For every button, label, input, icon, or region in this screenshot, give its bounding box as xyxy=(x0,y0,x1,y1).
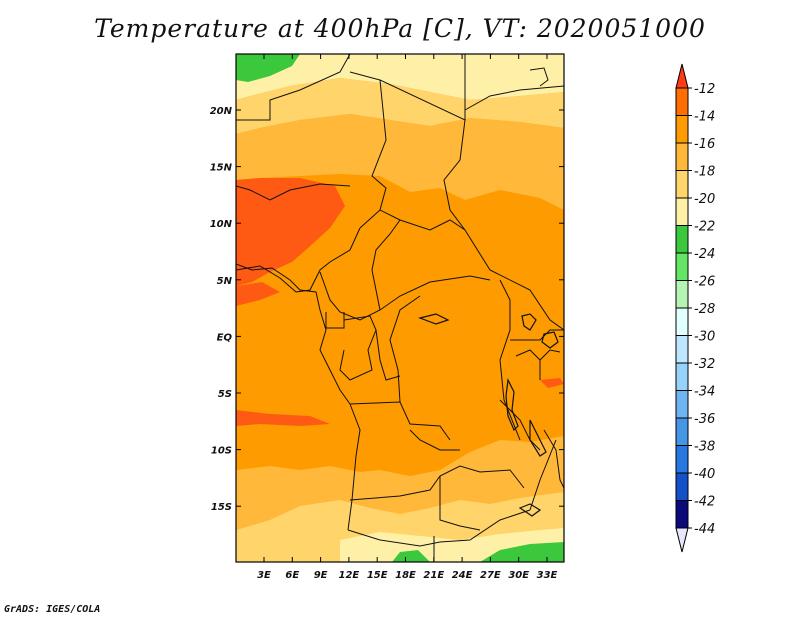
colorbar-label: -14 xyxy=(694,110,715,125)
lon-tick-label: 27E xyxy=(480,570,501,581)
colorbar-swatch xyxy=(675,142,689,171)
field-pale-north xyxy=(236,54,564,100)
colorbar-label: -20 xyxy=(694,192,715,207)
lon-tick-label: 33E xyxy=(537,570,558,581)
field-orange-north xyxy=(236,114,564,210)
lon-tick-label: 24E xyxy=(452,570,473,581)
colorbar-label: -40 xyxy=(694,467,715,482)
lon-tick-label: 15E xyxy=(367,570,388,581)
field-red-tongue xyxy=(236,282,280,306)
field-green-se xyxy=(480,542,564,562)
colorbar-label: -38 xyxy=(694,440,715,455)
field-green-nw xyxy=(236,54,300,82)
colorbar-swatch xyxy=(675,445,689,474)
colorbar-label: -28 xyxy=(694,302,715,317)
colorbar-swatch xyxy=(675,472,689,501)
colorbar-label: -42 xyxy=(694,495,715,510)
colorbar-label: -34 xyxy=(694,385,715,400)
lon-tick-label: 6E xyxy=(285,570,299,581)
colorbar-label: -22 xyxy=(694,220,715,235)
colorbar-top-arrow xyxy=(675,63,689,89)
field-green-sw xyxy=(392,550,430,562)
lakes xyxy=(417,313,559,517)
colorbar-label: -16 xyxy=(694,137,715,152)
colorbar-label: -26 xyxy=(694,275,715,290)
colorbar-label: -36 xyxy=(694,412,715,427)
lon-tick-label: 30E xyxy=(508,570,529,581)
lon-tick-label: 12E xyxy=(339,570,360,581)
field-red-south xyxy=(236,410,330,426)
colorbar-swatch xyxy=(675,197,689,226)
colorbar-swatch xyxy=(675,500,689,529)
colorbar-swatch xyxy=(675,87,689,116)
map-plot-area: 3E 6E 9E 12E 15E 18E 21E 24E 27E 30E 33E 20N 15N 10N… xyxy=(210,53,565,581)
colorbar-label: -44 xyxy=(694,522,715,537)
colorbar-swatch xyxy=(675,225,689,254)
map-title: Temperature at 400hPa [C], VT: 202005100… xyxy=(94,14,706,43)
lon-tick-label: 18E xyxy=(395,570,416,581)
country-borders xyxy=(236,54,564,562)
colorbar-label: -32 xyxy=(694,357,715,372)
colorbar-swatch xyxy=(675,390,689,419)
map-frame xyxy=(235,53,565,563)
colorbar-swatch xyxy=(675,280,689,309)
colorbar-label: -18 xyxy=(694,165,715,180)
coastline xyxy=(236,263,351,405)
field-red-west xyxy=(236,178,345,286)
colorbar-label: -12 xyxy=(694,82,715,97)
lat-tick-label: 10S xyxy=(211,446,232,457)
lat-tick-label: 5S xyxy=(218,389,232,400)
field-red-east xyxy=(540,378,564,388)
lon-tick-label: 9E xyxy=(314,570,328,581)
lat-tick-label: 15N xyxy=(210,163,233,174)
lat-tick-group: 20N 15N 10N 5N EQ 5S 10S 15S xyxy=(210,106,564,513)
grads-credit: GrADS: IGES/COLA xyxy=(4,604,101,615)
lon-tick-label: 3E xyxy=(257,570,271,581)
colorbar: -12 -14 -16 -18 -20 -22 -24 -26 -28 -30 -32 -34 -36 -… xyxy=(675,63,715,553)
lat-tick-label: 10N xyxy=(210,219,233,230)
colorbar-label: -30 xyxy=(694,330,715,345)
lat-tick-label: 5N xyxy=(217,276,233,287)
colorbar-swatch xyxy=(675,115,689,144)
colorbar-label: -24 xyxy=(694,247,715,262)
lon-tick-group: 3E 6E 9E 12E 15E 18E 21E 24E 27E 30E 33E xyxy=(257,54,558,581)
lat-tick-label: 20N xyxy=(210,106,233,117)
colorbar-swatch xyxy=(675,417,689,446)
colorbar-bottom-arrow xyxy=(675,527,689,553)
colorbar-swatch xyxy=(675,252,689,281)
lat-tick-label: 15S xyxy=(211,502,232,513)
colorbar-swatch xyxy=(675,362,689,391)
field-light-orange-north xyxy=(236,78,564,134)
lat-tick-label: EQ xyxy=(217,332,233,343)
colorbar-swatch xyxy=(675,170,689,199)
colorbar-swatch xyxy=(675,335,689,364)
lon-tick-label: 21E xyxy=(423,570,444,581)
colorbar-swatch xyxy=(675,307,689,336)
